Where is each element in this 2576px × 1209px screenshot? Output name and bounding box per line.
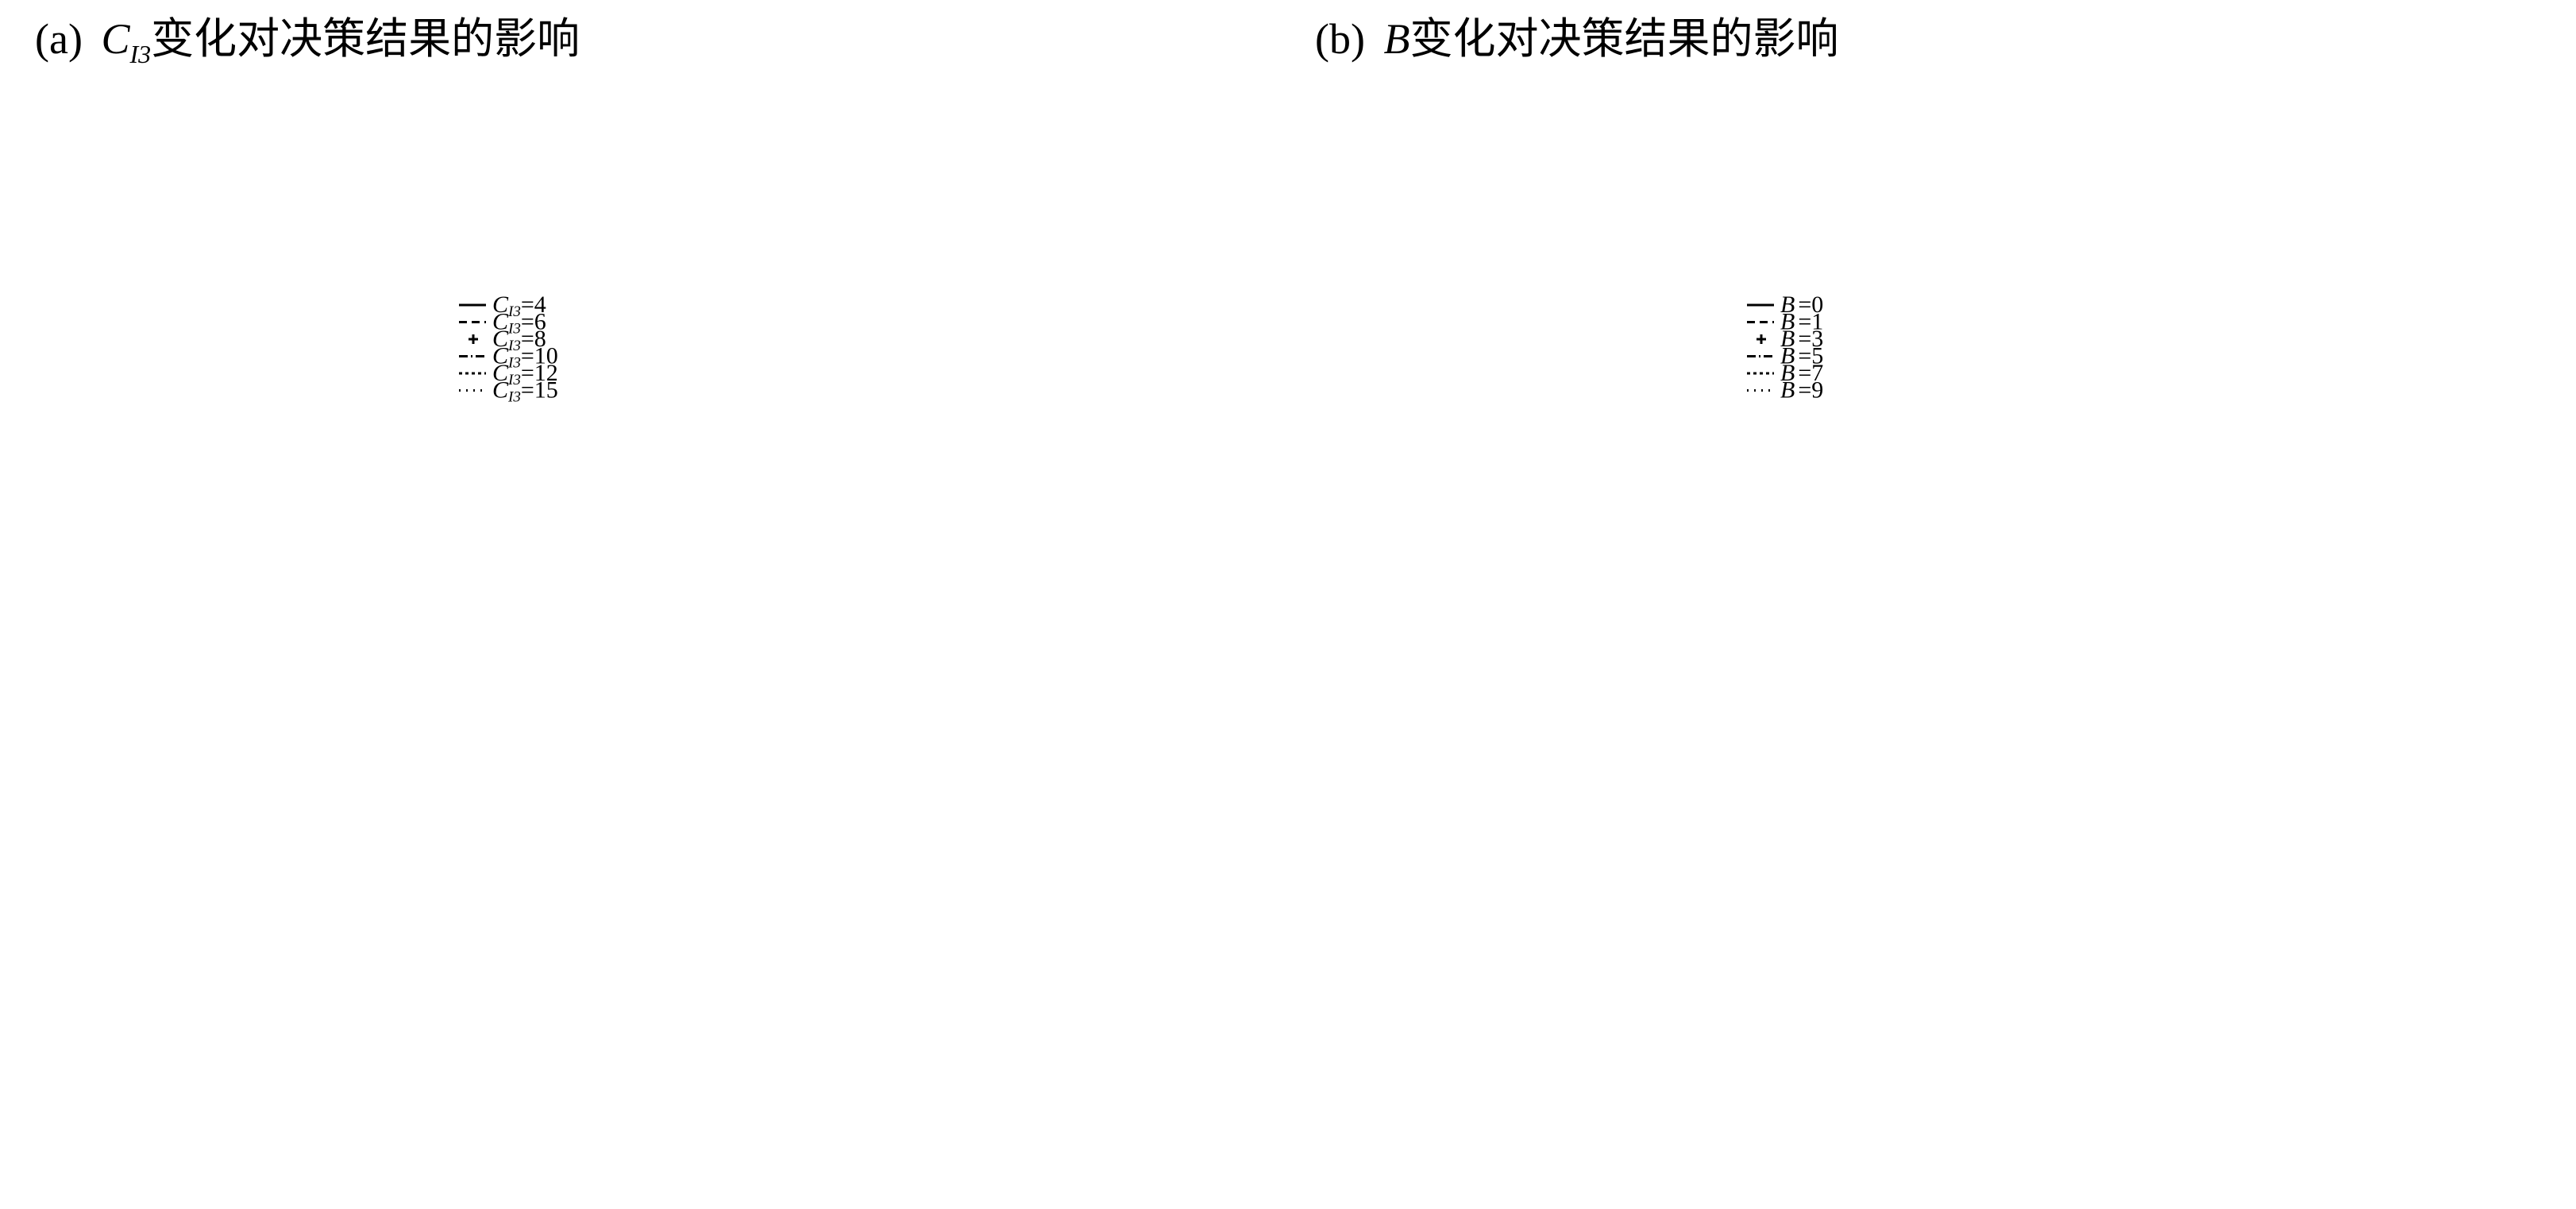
panel-a-title-symbol: C — [101, 15, 130, 63]
panel-a-legend-background — [456, 295, 538, 396]
panel-b-legend-label: B =1 — [1780, 309, 1823, 335]
panel-a-legend-label: CI3=12 — [492, 360, 558, 388]
panel-b-legend-label: B =5 — [1780, 343, 1823, 369]
panel-b-legend-item: B =3 — [1757, 326, 1823, 352]
panel-b-legend-item: B =0 — [1747, 292, 1823, 318]
panel-b-legend-marker — [1757, 334, 1766, 344]
panel-a-title-symbol-sub: I3 — [129, 39, 152, 68]
panel-b-legend-item: B =1 — [1747, 309, 1823, 335]
panel-b-title-prefix: (b) — [1315, 15, 1365, 63]
panel-b-legend-item: B =5 — [1747, 343, 1823, 369]
panel-a-legend-label: CI3=15 — [492, 377, 558, 406]
panel-a-title: (a) CI3变化对决策结果的影响 — [35, 3, 580, 69]
panel-a-legend-label: CI3=4 — [492, 292, 546, 320]
panel-b-legend-label: B =7 — [1780, 360, 1823, 386]
panel-a-title-rest: 变化对决策结果的影响 — [151, 15, 580, 63]
panel-b-legend-item: B =9 — [1747, 377, 1823, 404]
panel-a-legend-item: CI3=4 — [459, 292, 546, 320]
panel-b-legend-label: B =3 — [1780, 326, 1823, 352]
panel-b-title-rest: 变化对决策结果的影响 — [1409, 15, 1839, 63]
panel-a-legend-item: CI3=12 — [459, 360, 558, 388]
panel-a-legend-marker — [469, 334, 478, 344]
panel-a-legend-label: CI3=10 — [492, 343, 558, 372]
panel-b-legend-item: B =7 — [1747, 360, 1823, 386]
panel-b-title: (b) B变化对决策结果的影响 — [1315, 3, 1838, 69]
panel-b-title-symbol: B — [1383, 15, 1410, 63]
panel-a-legend-label: CI3=8 — [492, 326, 546, 354]
panel-a-legend-item: CI3=6 — [459, 309, 546, 338]
panel-a-legend-item: CI3=8 — [469, 326, 546, 354]
panel-a-legend-item: CI3=15 — [459, 377, 558, 406]
panel-b-legend: B =0B =1B =3B =5B =7B =9 — [1744, 292, 1826, 404]
panel-a-legend-label: CI3=6 — [492, 309, 546, 338]
panel-b-legend-label: B =9 — [1780, 377, 1823, 404]
panel-b-legend-label: B =0 — [1780, 292, 1823, 318]
panel-b-3d-plot: B =0B =1B =3B =5B =7B =9 — [1744, 292, 1826, 404]
panel-a-title-prefix: (a) — [35, 15, 83, 63]
panel-a-legend-item: CI3=10 — [459, 343, 558, 372]
panel-b-legend-background — [1744, 295, 1826, 396]
